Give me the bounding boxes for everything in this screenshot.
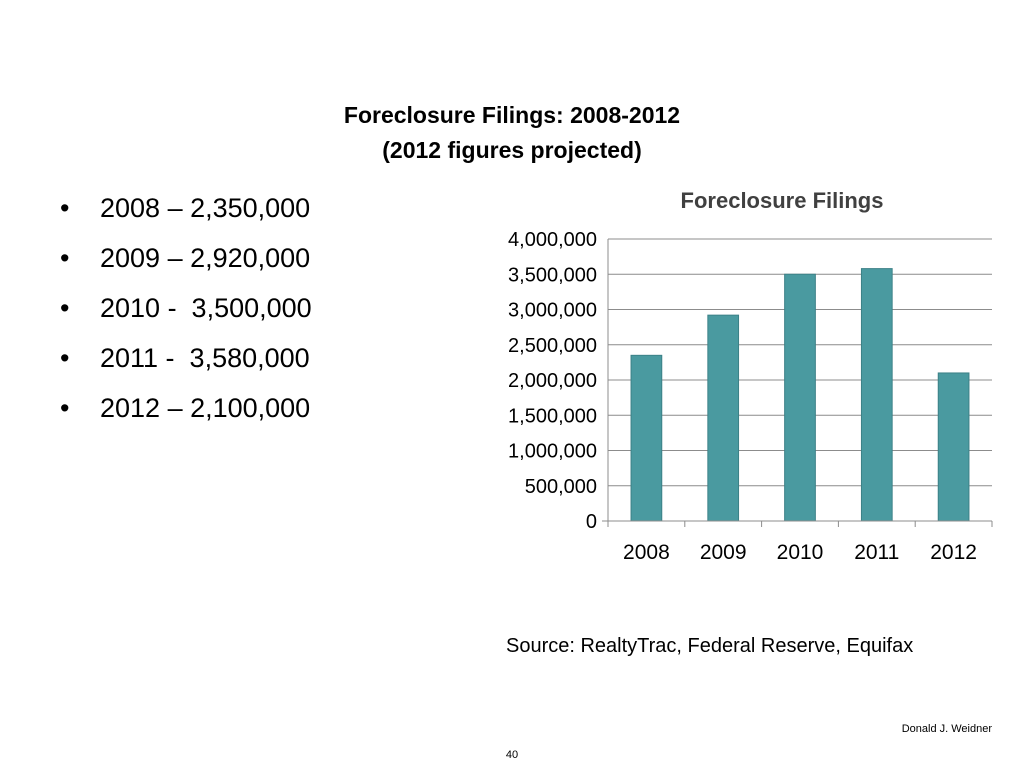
bar-2009 (707, 314, 740, 522)
x-tick-label: 2012 (930, 541, 977, 564)
bar-2012 (937, 372, 970, 522)
x-tick-label: 2009 (700, 541, 747, 564)
bullet-item: • 2009 – 2,920,000 (60, 236, 312, 286)
y-tick-label: 500,000 (525, 476, 597, 498)
slide-title-line-1: Foreclosure Filings: 2008-2012 (343, 102, 681, 128)
bullet-text: 2012 – 2,100,000 (100, 393, 311, 423)
y-axis-tick-labels: 0 500,000 1,000,000 1,500,000 2,000,000 2,500… (508, 229, 597, 533)
bullet-dot: • (60, 193, 70, 223)
y-tick-label: 4,000,000 (508, 229, 597, 251)
y-tick-label: 0 (586, 511, 597, 533)
bullet-item: • 2012 – 2,100,000 (60, 386, 312, 436)
y-tick-label: 2,000,000 (508, 370, 597, 392)
bullet-item: • 2011 - 3,580,000 (60, 336, 312, 386)
bars (630, 268, 970, 522)
bullet-list: • 2008 – 2,350,000 • 2009 – 2,920,000 • 201… (60, 186, 312, 436)
bullet-item: • 2008 – 2,350,000 (60, 186, 312, 236)
foreclosure-bar-chart: Foreclosure Filings 0 500,000 1,000,000 1,5… (456, 180, 1004, 580)
x-tick-label: 2010 (777, 541, 824, 564)
bullet-text: 2008 – 2,350,000 (100, 193, 311, 223)
bullet-dot: • (60, 343, 70, 373)
page-number: 40 (505, 749, 519, 761)
y-tick-label: 1,500,000 (508, 405, 597, 427)
x-tick-label: 2008 (623, 541, 670, 564)
bullet-text: 2009 – 2,920,000 (100, 243, 311, 273)
bullet-dot: • (60, 243, 70, 273)
bullet-text: 2010 - 3,500,000 (100, 293, 312, 323)
bar-2008 (630, 354, 663, 522)
bar-2011 (860, 268, 893, 522)
slide-title-line-2: (2012 figures projected) (382, 137, 642, 163)
y-tick-label: 2,500,000 (508, 335, 597, 357)
bullet-text: 2011 - 3,580,000 (100, 343, 310, 373)
author-name: Donald J. Weidner (901, 723, 992, 735)
x-axis-tick-labels: 2008 2009 2010 2011 2012 (623, 541, 977, 564)
bullet-item: • 2010 - 3,500,000 (60, 286, 312, 336)
x-tick-label: 2011 (854, 541, 899, 564)
bullet-dot: • (60, 393, 70, 423)
y-tick-label: 3,000,000 (508, 300, 597, 322)
y-tick-label: 3,500,000 (508, 264, 597, 286)
bar-2010 (784, 273, 816, 522)
axes (602, 239, 993, 527)
chart-title: Foreclosure Filings (681, 188, 884, 213)
slide-title: Foreclosure Filings: 2008-2012 (2012 fig… (0, 98, 1024, 168)
source-note: Source: RealtyTrac, Federal Reserve, Equ… (506, 635, 914, 657)
y-tick-label: 1,000,000 (508, 441, 597, 463)
bullet-dot: • (60, 293, 70, 323)
chart-svg: Foreclosure Filings 0 500,000 1,000,000 1,5… (508, 188, 993, 564)
